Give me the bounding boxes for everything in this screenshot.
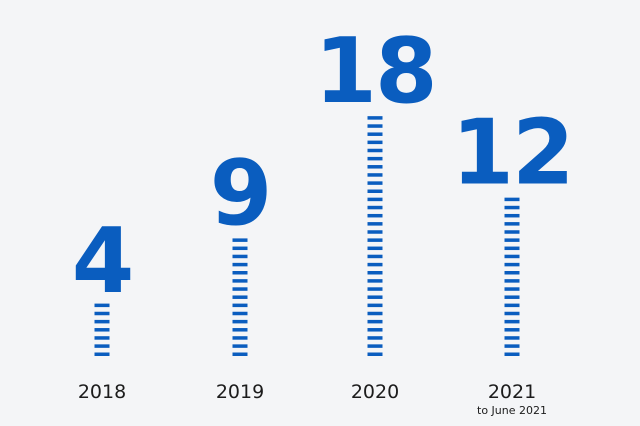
bar-stem-2021: [504, 197, 520, 356]
data-label-2019: 9: [210, 141, 271, 246]
stem-dash: [504, 311, 520, 316]
stem-dash: [504, 352, 520, 356]
stem-dash: [367, 116, 383, 120]
stem-dash: [504, 328, 520, 332]
stem-dash: [367, 165, 383, 169]
stem-dash: [367, 295, 383, 299]
stem-dash: [367, 279, 383, 283]
stem-dash: [504, 205, 520, 210]
stem-dash: [367, 303, 383, 308]
stem-dash: [367, 246, 383, 251]
x-tick-label-2020: 2020: [351, 381, 399, 403]
stem-dash: [367, 189, 383, 193]
stem-dash: [94, 311, 110, 316]
stem-dash: [504, 222, 520, 226]
x-tick-label-2019: 2019: [216, 381, 264, 403]
stem-dash: [367, 140, 383, 145]
x-tick-label-2018: 2018: [78, 381, 126, 403]
x-tick-label-2021: 2021: [488, 381, 536, 403]
stem-dash: [232, 344, 248, 348]
data-label-2020: 18: [314, 19, 435, 124]
x-tick-note-2021: to June 2021: [477, 404, 547, 417]
stem-dash: [367, 336, 383, 340]
stem-dash: [504, 303, 520, 308]
bar-stem-2020: [367, 116, 383, 356]
stem-dash: [367, 328, 383, 332]
stem-dash: [367, 132, 383, 136]
bar-stem-2019: [232, 238, 248, 356]
data-label-2018: 4: [72, 209, 133, 314]
stem-dash: [504, 287, 520, 291]
stem-dash: [504, 213, 520, 218]
stem-dash: [232, 279, 248, 283]
stem-dash: [367, 124, 383, 128]
stem-dash: [504, 295, 520, 299]
stem-dash: [232, 352, 248, 356]
stem-dash: [367, 213, 383, 218]
stem-dash: [504, 197, 520, 202]
stem-dash: [232, 246, 248, 251]
stem-dash: [232, 262, 248, 267]
stem-dash: [367, 238, 383, 242]
stem-dash: [232, 303, 248, 308]
stem-dash: [367, 197, 383, 202]
stem-dash: [94, 303, 110, 308]
stem-dash: [232, 295, 248, 299]
stem-dash: [367, 230, 383, 234]
stem-dash: [504, 271, 520, 275]
data-label-2021: 12: [451, 100, 572, 205]
stem-dash: [367, 156, 383, 161]
stem-dash: [504, 238, 520, 242]
stem-dash: [504, 254, 520, 259]
stem-dash: [367, 254, 383, 259]
bar-2020: 18 2020: [314, 19, 437, 403]
stem-dash: [504, 246, 520, 251]
stem-dash: [232, 319, 248, 324]
stem-dash: [367, 222, 383, 226]
stem-dash: [232, 336, 248, 340]
stem-dash: [367, 352, 383, 356]
stem-dash: [504, 319, 520, 324]
stem-dash: [94, 328, 110, 332]
bar-2018: 4 2018: [72, 209, 135, 403]
stem-dash: [232, 254, 248, 259]
stem-dash: [367, 173, 383, 177]
stem-dash: [94, 352, 110, 356]
stem-dash: [94, 336, 110, 340]
stem-dash: [504, 230, 520, 234]
stem-dash: [232, 287, 248, 291]
stem-dash: [504, 262, 520, 267]
stem-dash: [367, 344, 383, 348]
stem-dash: [367, 287, 383, 291]
stem-dash: [367, 262, 383, 267]
bar-2019: 9 2019: [210, 141, 273, 403]
stem-dash: [232, 311, 248, 316]
stem-dash: [504, 344, 520, 348]
stem-dash: [367, 319, 383, 324]
stem-dash: [232, 238, 248, 242]
stem-dash: [94, 344, 110, 348]
stem-dash: [504, 279, 520, 283]
stem-dash: [367, 148, 383, 153]
stem-dash: [367, 311, 383, 316]
stem-dash: [232, 271, 248, 275]
stem-dash: [504, 336, 520, 340]
stem-dash: [94, 319, 110, 324]
stem-dash: [232, 328, 248, 332]
bar-stem-2018: [94, 303, 110, 356]
stem-dash: [367, 205, 383, 210]
stem-dash: [367, 181, 383, 185]
stem-dash: [367, 271, 383, 275]
